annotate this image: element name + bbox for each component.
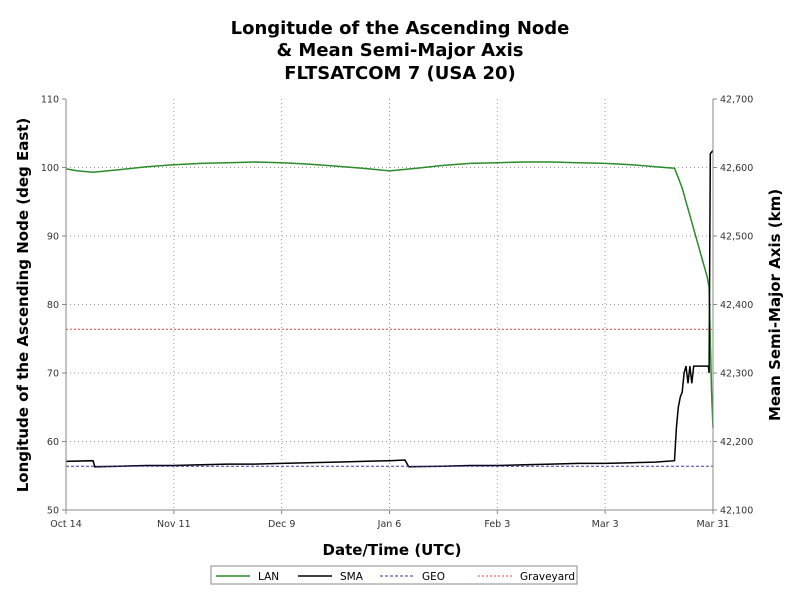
y-left-tick-label: 100 — [41, 163, 59, 174]
y-right-tick-label: 42,500 — [720, 232, 753, 243]
y-right-tick-label: 42,100 — [720, 506, 753, 517]
series-line-lan — [65, 161, 714, 428]
y-left-tick-label: 70 — [47, 369, 59, 380]
x-tick-label: Jan 6 — [377, 519, 402, 530]
x-tick-label: Mar 31 — [696, 519, 729, 530]
legend-label-lan: LAN — [258, 571, 279, 583]
y-axis-left-title: Longitude of the Ascending Node (deg Eas… — [14, 118, 32, 493]
y-axis-right-title: Mean Semi-Major Axis (km) — [766, 189, 784, 421]
legend: LAN SMA GEO Graveyard — [216, 571, 575, 583]
legend-label-sma: SMA — [340, 571, 364, 583]
chart-title-line-3: FLTSATCOM 7 (USA 20) — [284, 63, 516, 84]
y-left-tick-label: 110 — [41, 95, 59, 106]
y-left-tick-label: 50 — [47, 506, 59, 517]
chart-title-line-2: & Mean Semi-Major Axis — [276, 40, 523, 61]
legend-box — [210, 565, 578, 585]
x-tick-label: Oct 14 — [50, 519, 82, 530]
gridlines — [66, 99, 713, 510]
x-axis-title: Date/Time (UTC) — [323, 541, 462, 559]
x-tick-label: Dec 9 — [268, 519, 295, 530]
legend-label-graveyard: Graveyard — [520, 571, 575, 583]
series-layer — [65, 149, 714, 468]
y-right-tick-label: 42,300 — [720, 369, 753, 380]
y-left-tick-label: 90 — [47, 232, 59, 243]
y-right-tick-label: 42,400 — [720, 300, 753, 311]
y-right-tick-label: 42,200 — [720, 437, 753, 448]
y-right-tick-label: 42,700 — [720, 95, 753, 106]
legend-label-geo: GEO — [422, 571, 445, 583]
y-right-tick-label: 42,600 — [720, 163, 753, 174]
x-tick-label: Nov 11 — [157, 519, 191, 530]
y-left-tick-label: 60 — [47, 437, 59, 448]
tick-layer: Oct 14 Nov 11 Dec 9 Jan 6 Feb 3 Mar 3 Mar 31 50… — [41, 95, 753, 531]
series-line-sma — [65, 149, 714, 468]
plot-area — [66, 99, 713, 510]
chart-title-line-1: Longitude of the Ascending Node — [231, 18, 570, 39]
x-tick-label: Feb 3 — [484, 519, 510, 530]
x-tick-label: Mar 3 — [592, 519, 619, 530]
y-left-tick-label: 80 — [47, 300, 59, 311]
